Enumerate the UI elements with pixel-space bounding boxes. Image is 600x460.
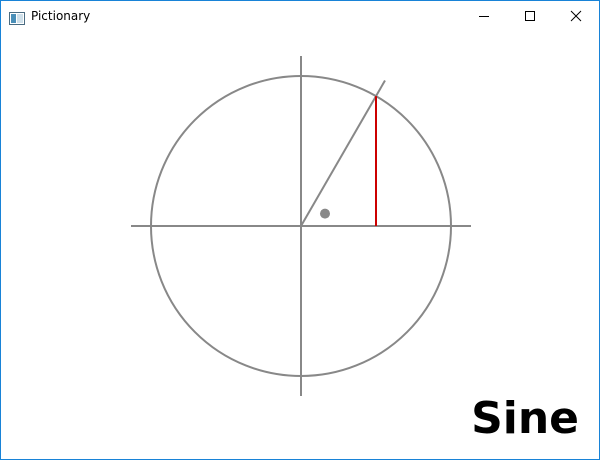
minimize-icon [478, 7, 490, 26]
app-window-icon [9, 10, 25, 25]
maximize-icon [524, 7, 536, 26]
target-word: Sine [471, 393, 579, 444]
maximize-button[interactable] [507, 1, 553, 31]
sine-sketch [131, 56, 471, 396]
title-bar[interactable]: Pictionary [1, 1, 599, 31]
angle-ray [300, 80, 386, 227]
close-button[interactable] [553, 1, 599, 31]
drawing-canvas[interactable]: Sine [1, 31, 599, 459]
angle-marker-dot [319, 208, 330, 219]
window-title: Pictionary [31, 9, 91, 23]
minimize-button[interactable] [461, 1, 507, 31]
close-icon [570, 7, 582, 26]
